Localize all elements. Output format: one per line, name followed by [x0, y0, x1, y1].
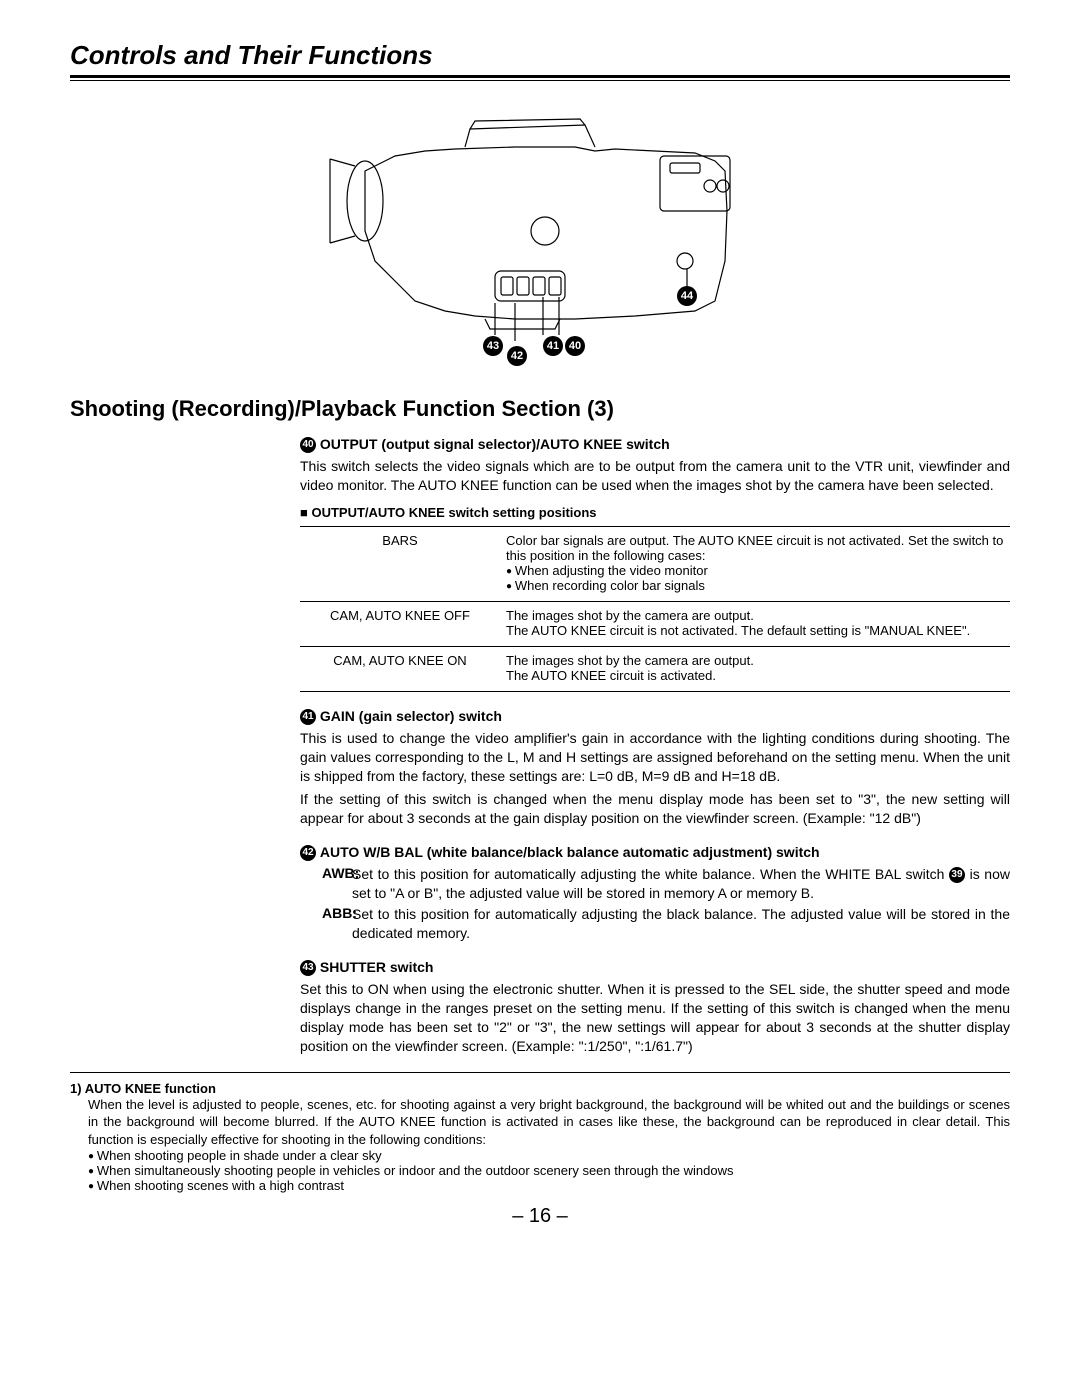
marker-41: 41 [543, 336, 563, 356]
marker-39-inline: 39 [949, 867, 965, 883]
row2-pos: CAM, AUTO KNEE OFF [300, 602, 500, 647]
row1-desc: Color bar signals are output. The AUTO K… [500, 527, 1010, 602]
item-43-body: Set this to ON when using the electronic… [300, 980, 1010, 1056]
item-41-body-a: This is used to change the video amplifi… [300, 729, 1010, 786]
title-rule-thick [70, 75, 1010, 78]
item-40-body: This switch selects the video signals wh… [300, 457, 1010, 495]
item-40: 40 OUTPUT (output signal selector)/AUTO … [300, 436, 1010, 692]
table-row: CAM, AUTO KNEE OFF The images shot by th… [300, 602, 1010, 647]
item-41-body-b: If the setting of this switch is changed… [300, 790, 1010, 828]
item-42: 42 AUTO W/B BAL (white balance/black bal… [300, 844, 1010, 943]
page-number: – 16 – [70, 1205, 1010, 1228]
awb-label: AWB: [300, 865, 352, 903]
page-title: Controls and Their Functions [70, 40, 1010, 71]
footnote: 1) AUTO KNEE function When the level is … [70, 1081, 1010, 1194]
item-40-title: OUTPUT (output signal selector)/AUTO KNE… [320, 436, 670, 452]
table-row: BARS Color bar signals are output. The A… [300, 527, 1010, 602]
footnote-bullet-1: When shooting people in shade under a cl… [88, 1148, 1010, 1163]
footnote-bullet-3: When shooting scenes with a high contras… [88, 1178, 1010, 1193]
item-40-table-head: OUTPUT/AUTO KNEE switch setting position… [300, 505, 1010, 520]
title-rule-thin [70, 80, 1010, 81]
row3-desc: The images shot by the camera are output… [500, 647, 1010, 692]
marker-40-inline: 40 [300, 437, 316, 453]
item-41: 41 GAIN (gain selector) switch This is u… [300, 708, 1010, 828]
marker-42: 42 [507, 346, 527, 366]
abb-desc: Set to this position for automatically a… [352, 905, 1010, 943]
footnote-bullet-2: When simultaneously shooting people in v… [88, 1163, 1010, 1178]
row1-pos: BARS [300, 527, 500, 602]
item-43-title: SHUTTER switch [320, 959, 434, 975]
marker-40: 40 [565, 336, 585, 356]
abb-label: ABB: [300, 905, 352, 943]
item-43: 43 SHUTTER switch Set this to ON when us… [300, 959, 1010, 1056]
marker-43-inline: 43 [300, 960, 316, 976]
item-42-title: AUTO W/B BAL (white balance/black balanc… [320, 844, 820, 860]
marker-42-inline: 42 [300, 845, 316, 861]
footnote-bullets: When shooting people in shade under a cl… [88, 1148, 1010, 1193]
awb-desc: Set to this position for automatically a… [352, 865, 1010, 903]
section-subtitle: Shooting (Recording)/Playback Function S… [70, 396, 1010, 422]
marker-44: 44 [677, 286, 697, 306]
row2-desc: The images shot by the camera are output… [500, 602, 1010, 647]
footnote-title: 1) AUTO KNEE function [70, 1081, 216, 1096]
output-knee-table: BARS Color bar signals are output. The A… [300, 526, 1010, 692]
marker-41-inline: 41 [300, 709, 316, 725]
camera-icon [315, 111, 765, 371]
footnote-divider [70, 1072, 1010, 1073]
table-row: CAM, AUTO KNEE ON The images shot by the… [300, 647, 1010, 692]
camera-diagram: 43 42 41 40 44 [70, 111, 1010, 376]
footnote-body: When the level is adjusted to people, sc… [88, 1096, 1010, 1149]
row3-pos: CAM, AUTO KNEE ON [300, 647, 500, 692]
marker-43: 43 [483, 336, 503, 356]
item-41-title: GAIN (gain selector) switch [320, 708, 502, 724]
